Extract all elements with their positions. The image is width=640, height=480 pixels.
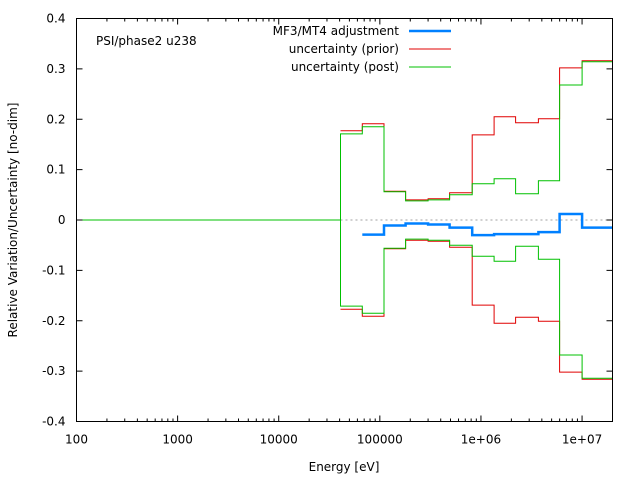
y-tick-label: 0.3 — [46, 62, 65, 76]
series-uncertainty-prior — [340, 60, 613, 201]
legend-label-prior: uncertainty (prior) — [289, 42, 399, 56]
y-axis-title: Relative Variation/Uncertainty [no-dim] — [6, 103, 20, 338]
y-tick-label: -0.2 — [42, 314, 65, 328]
x-tick-label: 1e+07 — [562, 433, 602, 447]
y-tick-label: -0.1 — [42, 263, 65, 277]
x-tick-label: 1000 — [162, 433, 193, 447]
y-tick-label: 0 — [58, 213, 66, 227]
x-tick-label: 1e+06 — [461, 433, 501, 447]
x-tick-label: 100000 — [357, 433, 403, 447]
ticks-layer: 100 1000 10000 100000 1e+06 1e+07 0.4 0.3 0.2 0.1… — [42, 12, 613, 447]
series-layer — [76, 60, 613, 380]
series-uncertainty-post-negative — [76, 219, 613, 379]
legend-label-adjustment: MF3/MT4 adjustment — [273, 24, 400, 38]
y-tick-label: -0.4 — [42, 415, 65, 429]
y-tick-label: 0.2 — [46, 112, 65, 126]
series-uncertainty-prior-negative — [340, 239, 613, 380]
legend-label-post: uncertainty (post) — [291, 60, 399, 74]
x-tick-label: 100 — [65, 433, 88, 447]
annotation: PSI/phase2 u238 — [96, 34, 197, 48]
x-tick-label: 10000 — [260, 433, 298, 447]
series-mf3-mt4-adjustment — [362, 212, 613, 237]
y-tick-label: 0.4 — [46, 12, 65, 26]
y-tick-label: 0.1 — [46, 163, 65, 177]
x-axis-title: Energy [eV] — [309, 460, 380, 474]
legend: MF3/MT4 adjustment uncertainty (prior) u… — [273, 24, 451, 74]
series-uncertainty-post — [76, 61, 613, 221]
y-tick-label: -0.3 — [42, 364, 65, 378]
